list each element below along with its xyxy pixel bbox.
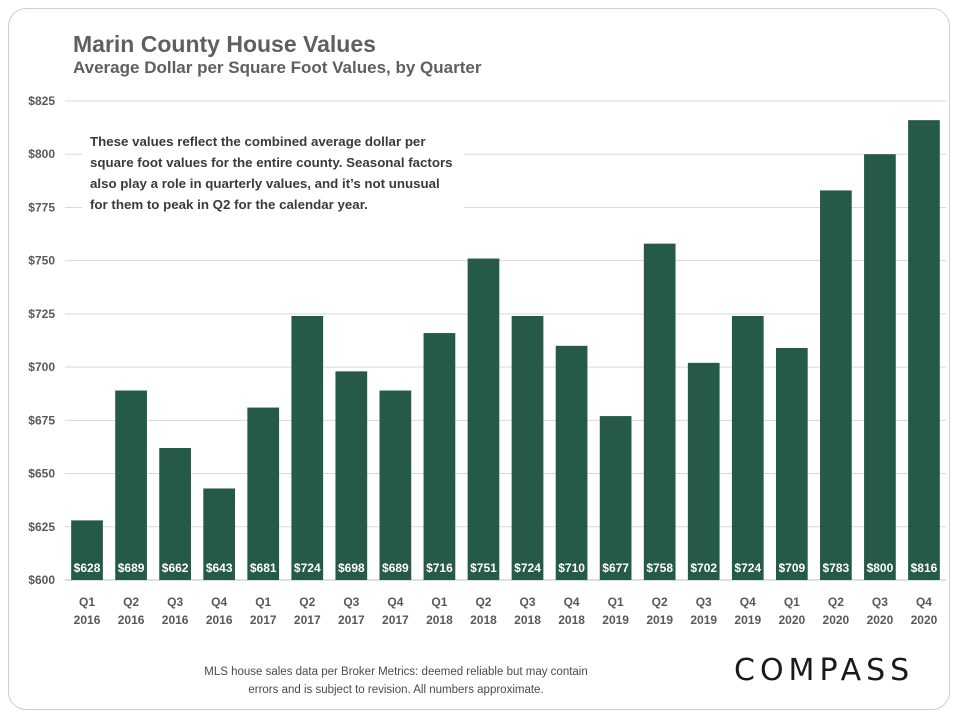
- x-tick-label: Q1: [79, 595, 95, 609]
- compass-logo: COMPASS: [734, 653, 915, 688]
- bar: [511, 316, 544, 580]
- data-label: $702: [690, 561, 717, 575]
- data-label: $689: [118, 561, 145, 575]
- x-tick-label: Q3: [520, 595, 536, 609]
- x-tick-label: Q1: [608, 595, 624, 609]
- x-tick-label: 2017: [338, 613, 365, 627]
- x-tick-label: 2016: [162, 613, 189, 627]
- data-label: $677: [602, 561, 629, 575]
- y-tick-label: $675: [28, 413, 55, 427]
- x-tick-label: Q2: [828, 595, 844, 609]
- y-tick-label: $800: [28, 147, 55, 161]
- data-label: $816: [911, 561, 938, 575]
- x-tick-label: 2020: [778, 613, 805, 627]
- x-tick-label: 2016: [118, 613, 145, 627]
- x-tick-label: Q4: [564, 595, 580, 609]
- bar: [115, 390, 147, 580]
- bar: [247, 407, 280, 580]
- x-tick-label: 2019: [690, 613, 717, 627]
- x-tick-label: 2018: [558, 613, 585, 627]
- y-tick-label: $825: [28, 94, 55, 108]
- x-tick-label: Q2: [299, 595, 315, 609]
- data-label: $662: [162, 561, 189, 575]
- bar: [820, 190, 852, 580]
- bar: [159, 448, 191, 580]
- y-tick-label: $725: [28, 307, 55, 321]
- x-tick-label: 2020: [867, 613, 894, 627]
- y-tick-label: $775: [28, 200, 55, 214]
- x-tick-label: Q2: [475, 595, 491, 609]
- y-tick-label: $650: [28, 467, 55, 481]
- annotation-note: These values reflect the combined averag…: [82, 124, 464, 216]
- bar: [687, 362, 720, 580]
- x-tick-label: 2016: [206, 613, 233, 627]
- x-tick-label: Q3: [343, 595, 359, 609]
- bar: [731, 316, 764, 580]
- x-tick-label: Q3: [872, 595, 888, 609]
- x-tick-label: 2020: [823, 613, 850, 627]
- x-tick-label: 2020: [911, 613, 938, 627]
- bar: [203, 488, 236, 580]
- x-tick-label: Q4: [211, 595, 227, 609]
- bar: [379, 390, 412, 580]
- x-tick-label: Q4: [387, 595, 403, 609]
- x-tick-label: Q1: [784, 595, 800, 609]
- data-label: $710: [558, 561, 585, 575]
- x-tick-label: 2018: [426, 613, 453, 627]
- data-label: $800: [867, 561, 894, 575]
- x-tick-label: Q1: [431, 595, 447, 609]
- data-label: $758: [646, 561, 673, 575]
- chart-subtitle: Average Dollar per Square Foot Values, b…: [73, 58, 482, 77]
- bar: [775, 347, 808, 580]
- bar: [864, 154, 896, 580]
- bar: [643, 243, 676, 580]
- x-tick-label: Q3: [167, 595, 183, 609]
- x-tick-label: 2019: [646, 613, 673, 627]
- data-label: $709: [778, 561, 805, 575]
- bar: [599, 416, 632, 580]
- data-label: $628: [74, 561, 101, 575]
- x-tick-label: 2016: [74, 613, 101, 627]
- data-label: $716: [426, 561, 453, 575]
- x-tick-label: 2017: [250, 613, 277, 627]
- bar: [71, 520, 103, 580]
- bar: [908, 120, 940, 580]
- x-tick-label: 2018: [514, 613, 541, 627]
- bar: [555, 345, 588, 580]
- data-label: $724: [514, 561, 541, 575]
- source-note: MLS house sales data per Broker Metrics:…: [204, 666, 588, 696]
- data-label: $698: [338, 561, 365, 575]
- y-tick-label: $750: [28, 254, 55, 268]
- bar: [423, 333, 456, 580]
- x-tick-label: 2019: [734, 613, 761, 627]
- data-label: $643: [206, 561, 233, 575]
- data-label: $783: [823, 561, 850, 575]
- x-tick-label: 2017: [294, 613, 321, 627]
- bar: [467, 258, 500, 580]
- chart-title: Marin County House Values: [73, 31, 376, 57]
- x-tick-label: Q1: [255, 595, 271, 609]
- data-label: $724: [294, 561, 321, 575]
- data-label: $681: [250, 561, 277, 575]
- x-tick-label: Q2: [652, 595, 668, 609]
- data-label: $689: [382, 561, 409, 575]
- x-tick-label: Q3: [696, 595, 712, 609]
- bar: [291, 316, 324, 580]
- data-label: $724: [734, 561, 761, 575]
- y-tick-label: $600: [28, 573, 55, 587]
- y-tick-label: $625: [28, 520, 55, 534]
- x-tick-label: Q4: [740, 595, 756, 609]
- y-tick-label: $700: [28, 360, 55, 374]
- x-tick-label: Q4: [916, 595, 932, 609]
- x-tick-label: 2019: [602, 613, 629, 627]
- data-label: $751: [470, 561, 497, 575]
- bar: [335, 371, 368, 580]
- x-tick-label: 2018: [470, 613, 497, 627]
- x-tick-label: Q2: [123, 595, 139, 609]
- x-tick-label: 2017: [382, 613, 409, 627]
